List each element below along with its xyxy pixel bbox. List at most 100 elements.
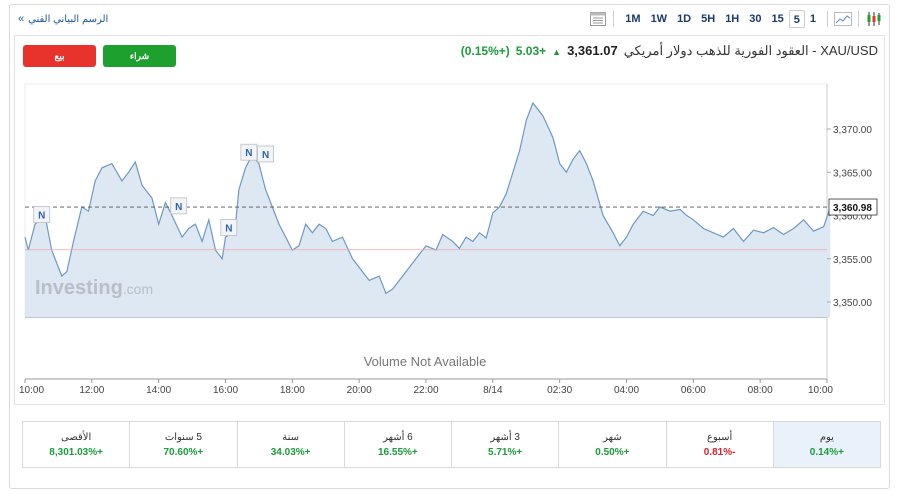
candlestick-icon[interactable] [865,10,883,28]
x-tick-label: 06:00 [681,385,706,396]
performance-strip: يوم +0.14% أسبوع -0.81% شهر +0.50% 3 أشه… [22,421,881,468]
chart-toolbar: الرسم البياني الفني » 1M 1W 1D 5H 1H 30 … [10,5,889,33]
news-marker-box [220,219,238,236]
x-tick-label: 04:00 [614,385,639,396]
y-tick-label: 3,370.00 [833,125,872,136]
technical-chart-label[interactable]: الرسم البياني الفني [28,13,109,25]
timeframe-1d[interactable]: 1D [677,13,692,25]
timeframe-bar: 1M 1W 1D 5H 1H 30 15 5 1 [589,9,883,29]
perf-value: -0.81% [703,446,736,458]
news-marker-box [33,206,51,223]
x-tick-label: 8/14 [483,385,503,396]
perf-label: الأقصى [60,431,92,443]
news-marker-label: N [262,150,269,161]
arrow-up-icon: ▲ [552,47,562,57]
volume-note: Volume Not Available [364,354,487,369]
x-tick-label: 14:00 [146,385,171,396]
perf-label: 6 أشهر [383,431,413,443]
y-axis-ticks: 3,370.00 3,365.00 3,360.00 3,355.00 3,350.00 [827,125,872,309]
investing-watermark: Investing.com [35,277,153,299]
quote-header: XAU/USD - العقود الفورية للذهب دولار أمر… [461,43,878,59]
y-tick-label: 3,360.00 [833,212,872,223]
news-marker: N [170,197,188,215]
price-area [25,103,831,318]
area-chart-icon[interactable] [834,10,852,28]
timeframe-1w[interactable]: 1W [650,13,668,25]
current-price-tag-box [828,198,878,216]
x-tick-label: 18:00 [280,385,305,396]
instrument-title: XAU/USD - العقود الفورية للذهب دولار أمر… [623,43,878,58]
news-marker-box [257,145,275,163]
perf-label: شهر [603,431,622,443]
news-marker-label: N [175,202,182,213]
news-marker-box [170,197,188,215]
price-change: +5.03 [515,44,547,58]
toolbar-divider [858,11,859,27]
news-marker-label: N [225,223,232,234]
price-change-percent: (+0.15%) [460,44,510,58]
x-tick-label: 12:00 [79,385,104,396]
table-icon[interactable] [589,10,607,28]
sell-button[interactable]: بيع [23,45,96,67]
current-price-tag: 3,360.98 [828,198,878,216]
perf-cell-month[interactable]: شهر +0.50% [558,422,665,467]
technical-chart-link[interactable]: الرسم البياني الفني » [18,13,108,25]
perf-cell-5-years[interactable]: 5 سنوات +70.60% [129,422,236,467]
perf-value: +8,301.03% [49,446,103,458]
perf-cell-6-months[interactable]: 6 أشهر +16.55% [343,422,451,467]
perf-value: +34.03% [270,446,311,458]
timeframe-1[interactable]: 1 [809,13,816,25]
toolbar-divider [613,11,615,27]
buy-button[interactable]: شراء [103,45,176,67]
perf-cell-week[interactable]: أسبوع -0.81% [665,422,773,467]
news-marker-label: N [38,211,45,222]
x-tick-label: 22:00 [413,385,438,396]
last-price: 3,361.07 [567,43,618,58]
perf-label: يوم [819,431,834,443]
x-axis-ticks: 10:00 12:00 14:00 16:00 18:00 20:00 22:00 8/14 0… [19,379,833,396]
perf-value: +5.71% [488,446,523,458]
news-marker: N [220,219,238,236]
perf-value: +16.55% [378,446,418,458]
timeframe-15[interactable]: 15 [771,13,784,25]
y-tick-label: 3,355.00 [833,255,872,266]
perf-value: +0.50% [595,446,630,458]
x-tick-label: 20:00 [347,385,372,396]
y-tick-label: 3,350.00 [833,298,872,309]
news-marker-box [240,143,258,161]
news-marker: N [33,206,51,223]
perf-value: +70.60% [163,446,204,458]
x-tick-label: 10:00 [19,385,44,396]
perf-cell-year[interactable]: سنة +34.03% [236,422,344,467]
perf-label: 5 سنوات [164,431,202,443]
news-marker-label: N [245,148,252,159]
perf-cell-max[interactable]: الأقصى +8,301.03% [23,422,129,467]
current-price-tag-label: 3,360.98 [833,203,872,214]
toolbar-divider [827,11,828,27]
timeframe-5[interactable]: 5 [788,10,805,28]
timeframe-1m[interactable]: 1M [625,13,641,25]
watermark-suffix: .com [123,281,153,297]
perf-label: أسبوع [706,431,733,443]
price-line [24,101,831,295]
timeframe-30[interactable]: 30 [749,13,762,25]
news-marker: N [257,145,275,163]
perf-cell-3-months[interactable]: 3 أشهر +5.71% [451,422,558,467]
watermark-brand: Investing [35,277,123,299]
x-tick-label: 10:00 [808,385,833,396]
chevron-right-icon[interactable]: » [18,13,25,25]
perf-cell-day[interactable]: يوم +0.14% [772,422,880,467]
perf-value: +0.14% [809,446,844,458]
timeframe-1h[interactable]: 1H [725,13,740,25]
x-tick-label: 02:30 [547,385,572,396]
x-tick-label: 08:00 [748,385,773,396]
perf-label: 3 أشهر [490,431,520,443]
x-tick-label: 16:00 [213,385,238,396]
news-marker: N [240,143,258,161]
chart-widget: الرسم البياني الفني » 1M 1W 1D 5H 1H 30 … [9,4,890,489]
timeframe-5h[interactable]: 5H [701,13,716,25]
y-tick-label: 3,365.00 [833,168,872,179]
